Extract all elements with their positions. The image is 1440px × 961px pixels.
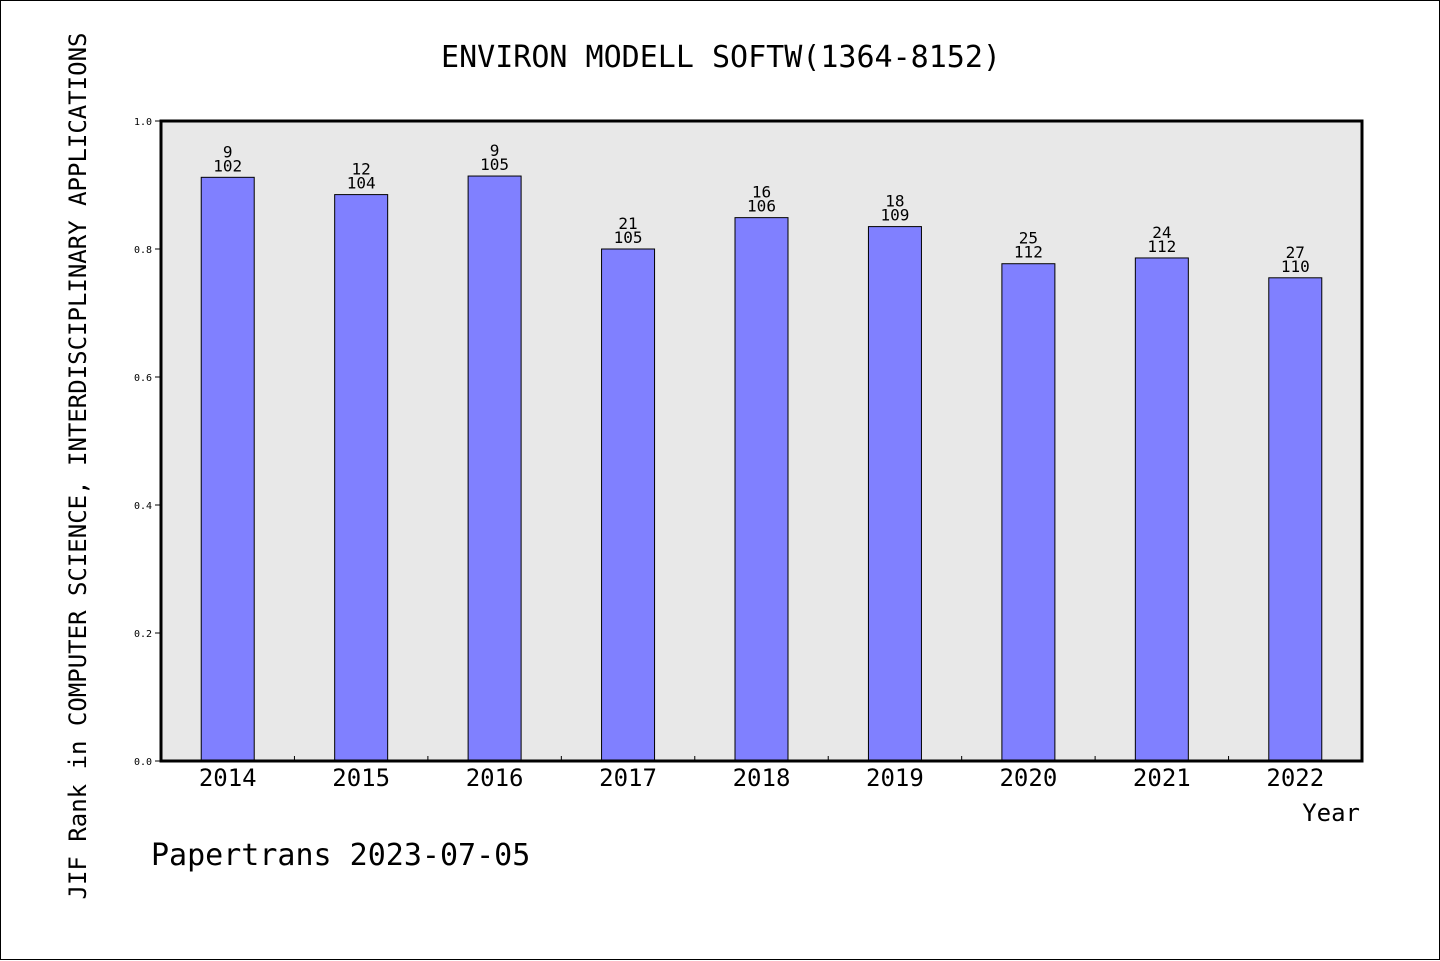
- bar-total-label-2021: 112: [1147, 237, 1176, 256]
- plot-frame: [159, 119, 1364, 763]
- bar-2015: [334, 194, 389, 762]
- bar-total-label-2022: 110: [1281, 257, 1310, 276]
- bar-total-label-2016: 105: [480, 155, 509, 174]
- bar-rank-label-2016: 9: [490, 141, 500, 160]
- bar-2020: [1001, 263, 1056, 762]
- y-tick-label-1.0: 1.0: [134, 117, 152, 128]
- bar-rank-label-2020: 25: [1019, 229, 1038, 248]
- ticks-layer: 2014 2015 2016 2017 2018 2019 2020 2021 2022 0.0 0…: [134, 117, 1324, 792]
- bar-total-label-2017: 105: [614, 228, 643, 247]
- watermark-text: Papertrans 2023-07-05: [151, 838, 530, 873]
- y-tick-label-0.4: 0.4: [134, 501, 152, 512]
- bar-total-label-2019: 109: [880, 206, 909, 225]
- bar-2022: [1268, 277, 1323, 762]
- x-tick-label-2014: 2014: [199, 764, 257, 792]
- bar-total-label-2018: 106: [747, 197, 776, 216]
- x-tick-label-2022: 2022: [1266, 764, 1324, 792]
- x-tick-label-2018: 2018: [733, 764, 791, 792]
- y-tick-label-0.8: 0.8: [134, 245, 152, 256]
- bar-2018: [734, 217, 789, 762]
- bar-rank-label-2017: 21: [618, 214, 637, 233]
- bar-total-label-2014: 102: [213, 156, 242, 175]
- x-tick-label-2017: 2017: [599, 764, 657, 792]
- y-tick-label-0.0: 0.0: [134, 757, 152, 768]
- chart-title: ENVIRON MODELL SOFTW(1364-8152): [441, 40, 1001, 75]
- bar-total-label-2020: 112: [1014, 243, 1043, 262]
- bar-rank-label-2022: 27: [1286, 243, 1305, 262]
- bar-total-label-2015: 104: [347, 174, 376, 193]
- x-tick-label-2016: 2016: [466, 764, 524, 792]
- x-tick-label-2019: 2019: [866, 764, 924, 792]
- bar-rank-label-2018: 16: [752, 183, 771, 202]
- x-tick-label-2020: 2020: [999, 764, 1057, 792]
- bar-2014: [200, 176, 255, 762]
- y-tick-label-0.6: 0.6: [134, 373, 152, 384]
- bar-rank-label-2021: 24: [1152, 223, 1171, 242]
- bar-2016: [467, 175, 522, 762]
- x-axis-label: Year: [1302, 799, 1360, 827]
- y-tick-label-0.2: 0.2: [134, 629, 152, 640]
- x-tick-label-2021: 2021: [1133, 764, 1191, 792]
- bar-2019: [867, 226, 922, 762]
- bar-2017: [601, 248, 656, 762]
- bar-2021: [1134, 257, 1189, 762]
- x-tick-label-2015: 2015: [332, 764, 390, 792]
- bar-rank-label-2019: 18: [885, 192, 904, 211]
- bar-rank-label-2014: 9: [223, 142, 233, 161]
- bar-rank-label-2015: 12: [352, 160, 371, 179]
- y-axis-label: JIF Rank in COMPUTER SCIENCE, INTERDISCI…: [64, 33, 92, 900]
